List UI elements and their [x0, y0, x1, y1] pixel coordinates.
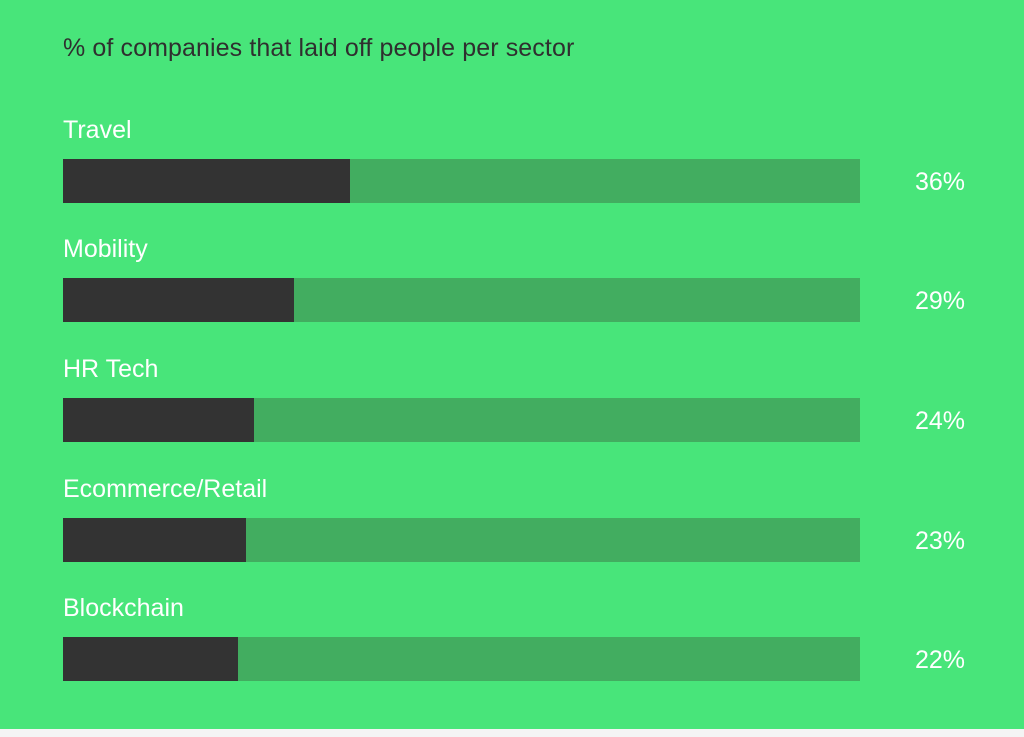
bottom-strip: [0, 729, 1024, 737]
bar-row-mobility: Mobility 29%: [0, 234, 1024, 344]
value-label-travel: 36%: [914, 168, 965, 196]
bar-track-blockchain: [63, 637, 860, 681]
bar-row-hr-tech: HR Tech 24%: [0, 354, 1024, 464]
category-label-travel: Travel: [63, 116, 132, 144]
chart-title: % of companies that laid off people per …: [63, 34, 575, 62]
value-label-mobility: 29%: [914, 287, 965, 315]
category-label-ecommerce-retail: Ecommerce/Retail: [63, 475, 268, 503]
category-label-hr-tech: HR Tech: [63, 355, 159, 383]
value-label-blockchain: 22%: [914, 646, 965, 674]
bar-travel: [63, 159, 350, 203]
bar-track-travel: [63, 159, 860, 203]
category-label-blockchain: Blockchain: [63, 594, 184, 622]
bar-track-ecommerce-retail: [63, 518, 860, 562]
bar-blockchain: [63, 637, 238, 681]
bar-track-hr-tech: [63, 398, 860, 442]
bar-row-ecommerce-retail: Ecommerce/Retail 23%: [0, 474, 1024, 584]
category-label-mobility: Mobility: [63, 235, 148, 263]
bar-ecommerce-retail: [63, 518, 246, 562]
bar-row-travel: Travel 36%: [0, 115, 1024, 225]
bar-hr-tech: [63, 398, 254, 442]
bar-track-mobility: [63, 278, 860, 322]
value-label-ecommerce-retail: 23%: [914, 527, 965, 555]
bar-mobility: [63, 278, 294, 322]
bar-row-blockchain: Blockchain 22%: [0, 593, 1024, 703]
value-label-hr-tech: 24%: [914, 407, 965, 435]
